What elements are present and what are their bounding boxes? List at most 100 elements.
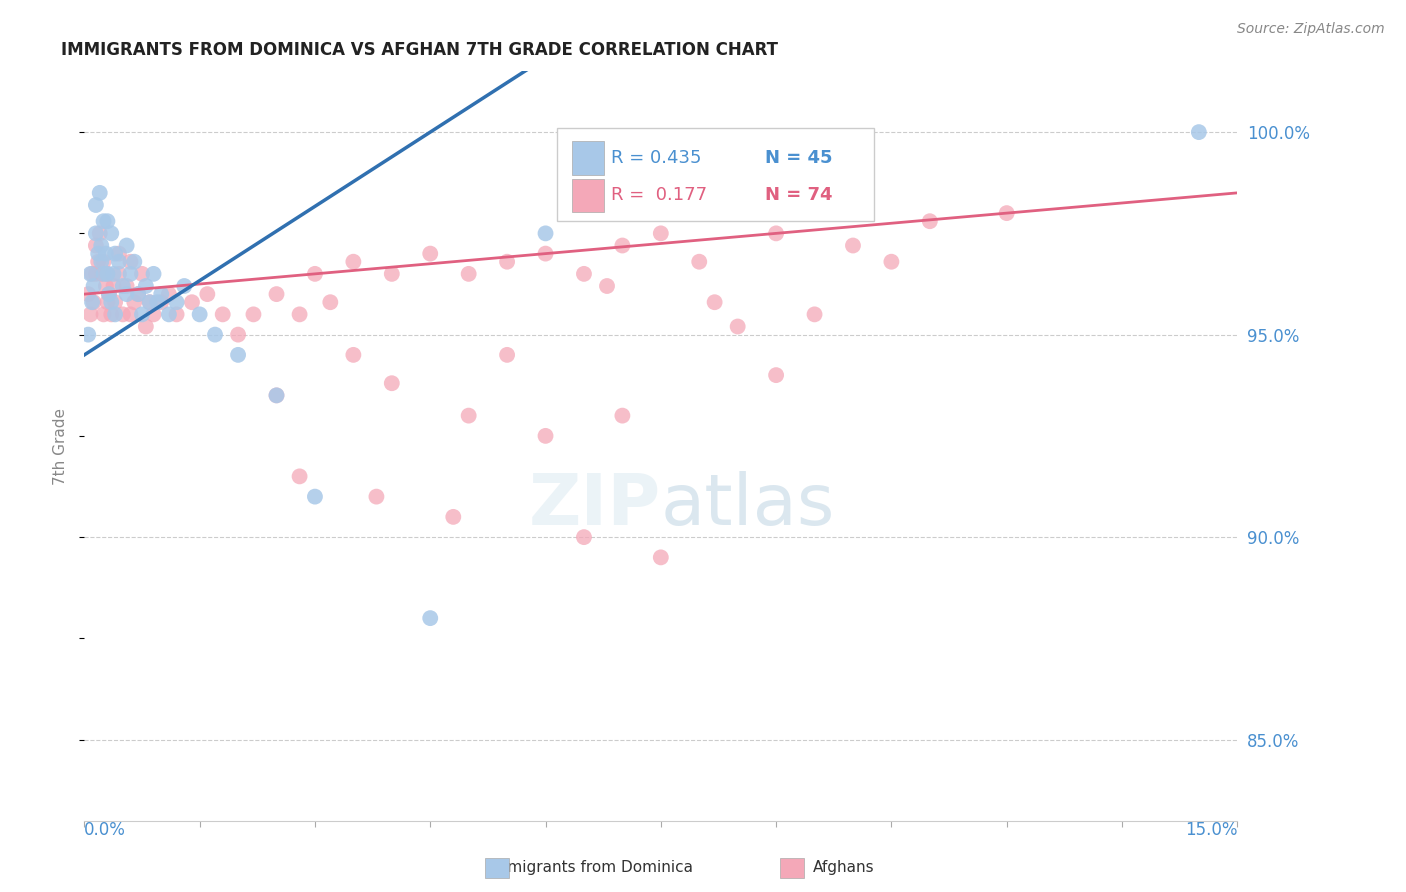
Point [688,254,710,268]
Point [80,295,103,310]
Point [111,279,134,293]
Point [93,307,115,321]
Point [79,307,101,321]
Point [93,267,115,281]
Point [93,214,115,228]
Point [1188,125,1211,139]
Text: R =  0.177: R = 0.177 [612,186,707,204]
Point [131,267,153,281]
Point [142,307,165,321]
Point [342,348,364,362]
Point [104,307,127,321]
Point [89,186,111,200]
Point [572,530,595,544]
Point [650,227,672,241]
Point [157,307,180,321]
Point [366,490,388,504]
Point [80,267,103,281]
Point [288,307,311,321]
Point [108,246,131,260]
Point [342,254,364,268]
Point [496,254,519,268]
Point [288,469,311,483]
Point [93,254,115,268]
Point [100,307,122,321]
Point [204,327,226,342]
Point [120,267,142,281]
Text: Source: ZipAtlas.com: Source: ZipAtlas.com [1237,22,1385,37]
Point [94,279,117,293]
Point [266,287,288,301]
Point [157,287,180,301]
Point [765,227,787,241]
Text: ZIP: ZIP [529,472,661,541]
Point [96,267,118,281]
Point [419,246,441,260]
Point [142,267,165,281]
Point [166,307,188,321]
Point [211,307,233,321]
Point [120,254,142,268]
Text: Immigrants from Dominica: Immigrants from Dominica [488,860,693,874]
Point [226,348,249,362]
Point [115,287,138,301]
Point [612,409,634,423]
Point [97,287,120,301]
Point [100,295,122,310]
Point [304,490,326,504]
Point [83,279,105,293]
Point [195,287,218,301]
Point [84,198,107,212]
Point [138,295,160,310]
Point [97,287,120,301]
Point [304,267,326,281]
Point [90,267,112,281]
Point [84,267,107,281]
Point [124,295,146,310]
Point [84,238,107,252]
Point [115,238,138,252]
Point [84,227,107,241]
Text: 0.0%: 0.0% [84,821,127,838]
Point [104,246,127,260]
Point [104,295,127,310]
Point [457,409,479,423]
Point [381,267,404,281]
Point [135,279,157,293]
Y-axis label: 7th Grade: 7th Grade [53,408,69,484]
Point [150,295,173,310]
Point [918,214,941,228]
Point [127,287,149,301]
Point [111,307,134,321]
Point [79,267,101,281]
Point [100,227,122,241]
Point [596,279,619,293]
Point [441,509,464,524]
Point [127,287,149,301]
Point [242,307,264,321]
Point [381,376,404,391]
Text: IMMIGRANTS FROM DOMINICA VS AFGHAN 7TH GRADE CORRELATION CHART: IMMIGRANTS FROM DOMINICA VS AFGHAN 7TH G… [62,41,779,59]
Point [703,295,725,310]
Point [266,388,288,402]
Bar [572,141,605,175]
Point [166,295,188,310]
Point [650,550,672,565]
Point [842,238,865,252]
Point [131,307,153,321]
Point [534,429,557,443]
Point [534,227,557,241]
Point [135,319,157,334]
FancyBboxPatch shape [557,128,875,221]
Point [188,307,211,321]
Point [266,388,288,402]
Point [803,307,825,321]
Point [77,327,100,342]
Text: N = 45: N = 45 [765,149,832,168]
Point [612,238,634,252]
Point [138,295,160,310]
Point [108,254,131,268]
Point [765,368,787,383]
Point [146,295,169,310]
Point [96,267,118,281]
